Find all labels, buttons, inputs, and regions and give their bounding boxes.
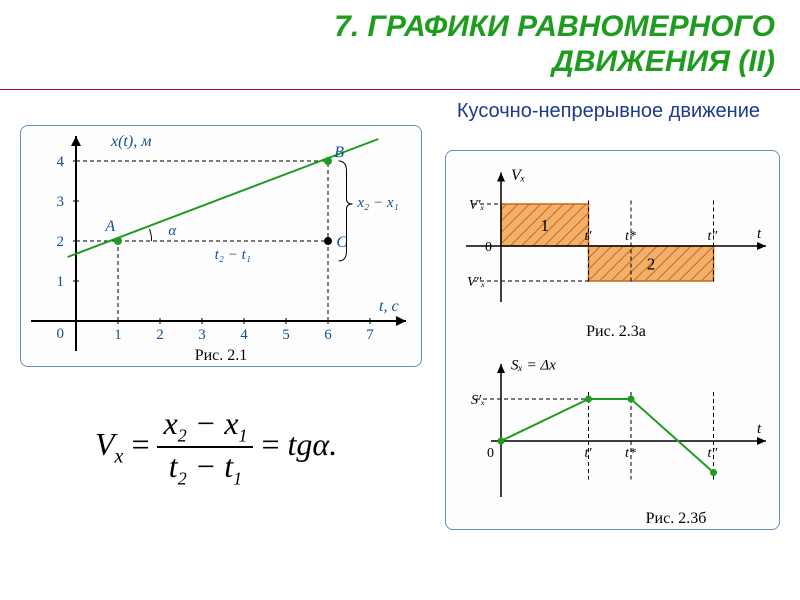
svg-text:t′: t′ <box>585 229 593 244</box>
formula-den: t2 − t1 <box>157 448 253 489</box>
svg-text:t₂ − t₁: t₂ − t₁ <box>215 247 251 263</box>
svg-text:3: 3 <box>198 327 206 343</box>
content-area: 1 2 3 4 5 6 7 1 2 3 4 0 x(t), м t, с α A B Ct₂ − t₁ x₂ − x… <box>0 95 800 595</box>
svg-text:V″ₓ: V″ₓ <box>467 275 485 290</box>
formula-num: x2 − x1 <box>157 405 253 448</box>
svg-text:1: 1 <box>114 327 122 343</box>
chart-2-svg: 1 2 Vₓ t V′ₓ 0 V″ₓ t′ t* t″ Рис. 2.3а Sₓ = Δx t S′ₓ 0… <box>446 151 779 529</box>
svg-text:B: B <box>334 144 344 161</box>
svg-text:Рис. 2.3а: Рис. 2.3а <box>586 323 646 340</box>
svg-text:C: C <box>336 234 347 251</box>
svg-text:5: 5 <box>282 327 290 343</box>
svg-text:1: 1 <box>57 274 65 290</box>
svg-text:2: 2 <box>647 255 656 274</box>
velocity-formula: Vx = x2 − x1 t2 − t1 = tgα. <box>95 405 337 490</box>
formula-fraction: x2 − x1 t2 − t1 <box>157 405 253 490</box>
svg-text:0: 0 <box>485 240 492 255</box>
svg-text:4: 4 <box>240 327 248 343</box>
svg-text:S′ₓ: S′ₓ <box>471 393 485 408</box>
svg-text:V′ₓ: V′ₓ <box>469 198 485 213</box>
chart-2-panel: 1 2 Vₓ t V′ₓ 0 V″ₓ t′ t* t″ Рис. 2.3а Sₓ = Δx t S′ₓ 0… <box>445 150 780 530</box>
title-underline <box>0 89 800 90</box>
svg-text:Vₓ: Vₓ <box>511 167 525 184</box>
svg-text:1: 1 <box>541 216 550 235</box>
formula-lhs: Vx <box>95 426 123 462</box>
svg-text:0: 0 <box>57 326 65 342</box>
svg-text:A: A <box>104 218 115 235</box>
svg-text:t′: t′ <box>585 446 593 461</box>
svg-text:α: α <box>168 223 177 239</box>
chart-1-panel: 1 2 3 4 5 6 7 1 2 3 4 0 x(t), м t, с α A B Ct₂ − t₁ x₂ − x… <box>20 125 422 367</box>
title-line-2: ДВИЖЕНИЯ (II) <box>552 45 775 78</box>
svg-text:Sₓ = Δx: Sₓ = Δx <box>511 358 556 374</box>
page-title: 7. ГРАФИКИ РАВНОМЕРНОГО ДВИЖЕНИЯ (II) <box>0 0 800 84</box>
svg-text:3: 3 <box>57 194 65 210</box>
svg-text:t*: t* <box>625 229 636 244</box>
svg-text:6: 6 <box>324 327 332 343</box>
svg-text:Рис. 2.3б: Рис. 2.3б <box>646 510 707 527</box>
title-line-1: 7. ГРАФИКИ РАВНОМЕРНОГО <box>334 10 775 43</box>
svg-text:t: t <box>757 421 762 437</box>
svg-text:2: 2 <box>156 327 164 343</box>
svg-text:x(t), м: x(t), м <box>110 133 151 150</box>
svg-text:4: 4 <box>57 154 65 170</box>
svg-text:0: 0 <box>487 446 494 461</box>
chart-1-svg: 1 2 3 4 5 6 7 1 2 3 4 0 x(t), м t, с α A B Ct₂ − t₁ x₂ − x… <box>21 126 421 366</box>
formula-rhs: tgα. <box>288 426 338 462</box>
svg-text:t*: t* <box>625 446 636 461</box>
svg-text:x₂ − x₁: x₂ − x₁ <box>356 195 398 211</box>
svg-text:t: t <box>757 226 762 242</box>
svg-text:2: 2 <box>57 234 65 250</box>
svg-text:7: 7 <box>366 327 374 343</box>
svg-text:t, с: t, с <box>379 298 399 315</box>
svg-text:t″: t″ <box>708 446 718 461</box>
svg-text:Рис. 2.1: Рис. 2.1 <box>195 347 248 364</box>
svg-text:t″: t″ <box>708 229 718 244</box>
